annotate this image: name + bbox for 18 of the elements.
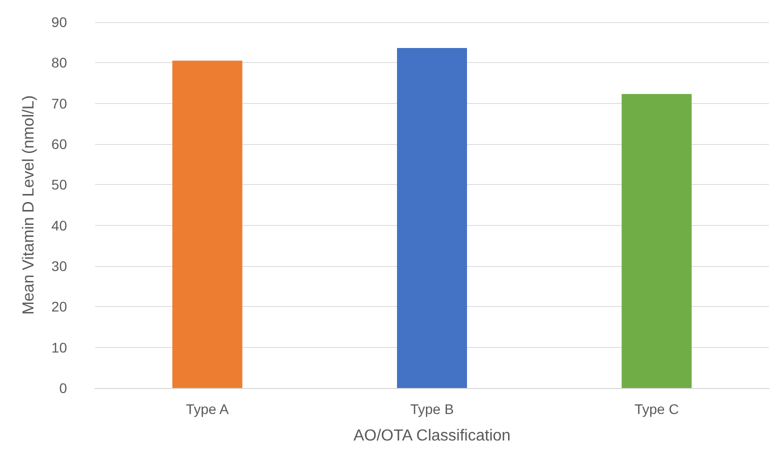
y-tick-label: 60 (51, 136, 68, 152)
bar (172, 60, 242, 388)
x-tick-label: Type B (410, 401, 454, 417)
y-tick-label: 80 (51, 54, 68, 71)
bar (622, 94, 692, 388)
y-axis-title: Mean Vitamin D Level (nmol/L) (20, 95, 38, 315)
x-tick-label: Type A (186, 401, 230, 417)
y-tick-label: 10 (51, 339, 68, 356)
bar (397, 48, 467, 388)
x-tick-label: Type C (634, 401, 679, 417)
y-tick-label: 50 (51, 176, 68, 193)
y-tick-label: 40 (51, 217, 68, 234)
y-tick-label: 0 (59, 380, 68, 396)
y-tick-label: 90 (51, 14, 68, 30)
x-axis-title: AO/OTA Classification (353, 428, 511, 444)
y-tick-label: 20 (51, 298, 68, 315)
y-tick-label: 70 (51, 95, 68, 112)
y-tick-label: 30 (51, 258, 68, 274)
